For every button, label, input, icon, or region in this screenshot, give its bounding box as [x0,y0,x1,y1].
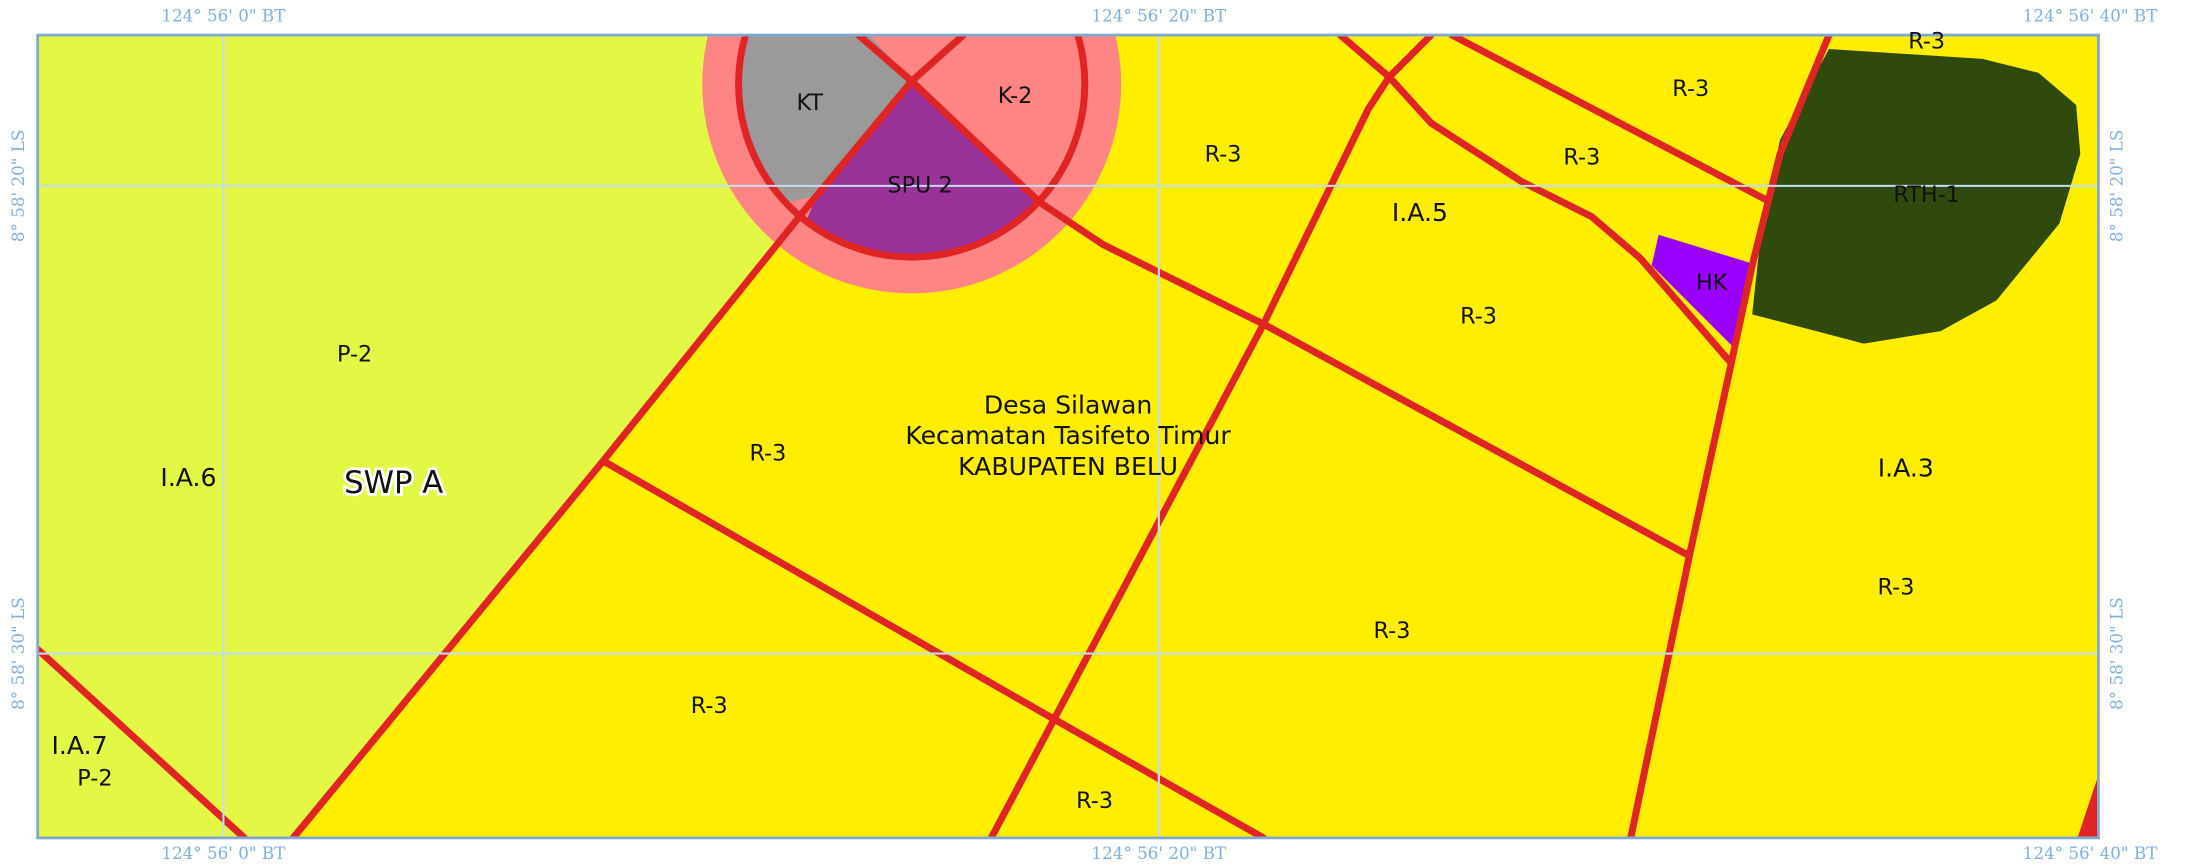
map-area [37,35,2099,838]
admin-label: Kecamatan Tasifeto Timur [905,421,1231,450]
zone-spu2 [781,81,1062,258]
zone-label: R-3 [749,440,786,466]
zone-hk [1651,234,1750,350]
zone-rth [1752,49,2081,344]
zone-label: RTH-1 [1893,182,1960,208]
zone-label: R-3 [691,693,728,719]
coord-label: 124° 56' 40" BT [2023,843,2159,863]
zone-label: I.A.5 [1392,198,1448,227]
coord-label: 124° 56' 20" BT [1091,5,1227,25]
coord-label: 8° 58' 30" LS [8,597,28,710]
region-label: SWP A [344,465,443,501]
road [987,35,1435,838]
zone-label: HK [1696,270,1729,296]
coord-label: 8° 58' 20" LS [2106,130,2126,243]
coord-label: 124° 56' 20" BT [1091,843,1227,863]
road [37,645,248,838]
zone-p2 [37,35,803,838]
coord-label: 124° 56' 40" BT [2023,5,2159,25]
admin-label: KABUPATEN BELU [958,452,1178,481]
zone-label: R-3 [1374,618,1411,644]
coord-label: 8° 58' 30" LS [2106,597,2126,710]
admin-label: Desa Silawan [984,390,1152,419]
zone-label: KT [796,90,823,116]
zone-label: I.A.3 [1878,453,1934,482]
zone-label: R-3 [1908,29,1945,55]
zone-label: I.A.6 [160,463,216,492]
circle-outline [735,35,1089,261]
zone-label: R-3 [1672,76,1709,102]
zone-label: I.A.7 [52,731,108,760]
coord-label: 8° 58' 20" LS [8,130,28,243]
road [1036,199,1693,560]
zone-label: K-2 [998,83,1033,109]
road [1627,35,1833,838]
zone-label: R-3 [1205,142,1242,168]
zone-label: R-3 [1878,574,1915,600]
zone-label: P-2 [337,341,372,367]
zone-label: R-3 [1076,788,1113,814]
road [1336,35,1735,367]
coord-label: 124° 56' 0" BT [161,843,286,863]
road [1448,35,1770,204]
map-frame [36,33,2100,840]
zone-label: R-3 [1563,144,1600,170]
zone-label: R-3 [1460,304,1497,330]
road [799,35,967,216]
zone-label: SPU 2 [887,172,952,198]
coord-label: 124° 56' 0" BT [161,5,286,25]
zone-label: P-2 [77,766,112,792]
